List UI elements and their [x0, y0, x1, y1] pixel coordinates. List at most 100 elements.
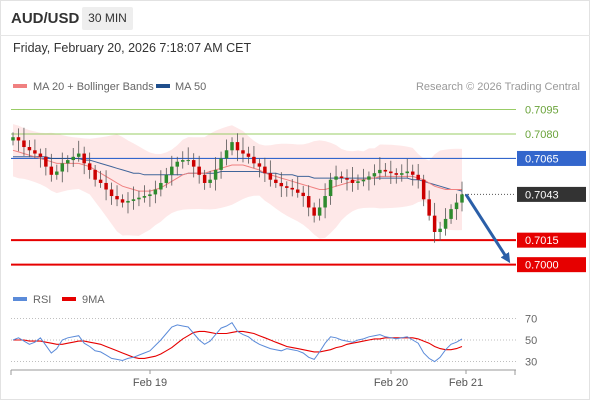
candle-body — [241, 150, 245, 154]
bollinger-band — [13, 124, 462, 239]
candle-body — [306, 196, 311, 208]
candle — [49, 153, 54, 182]
legend-swatch-ma20 — [13, 84, 27, 88]
legend-swatch-9ma — [62, 297, 76, 301]
candle-body — [356, 181, 360, 183]
level-badge-current — [517, 186, 586, 202]
candle — [449, 204, 453, 224]
candle — [317, 198, 322, 221]
candle-body — [38, 153, 43, 157]
x-tick-label: Feb 19 — [133, 377, 167, 389]
candle-body — [60, 163, 65, 172]
candle — [263, 157, 267, 182]
timeframe-button[interactable]: 30 MIN — [82, 7, 133, 30]
candle — [175, 156, 180, 176]
candle-body — [427, 199, 431, 216]
candle-body — [432, 215, 437, 232]
candle — [257, 158, 262, 178]
candle-body — [148, 194, 152, 197]
candle-body — [416, 174, 420, 180]
candle-body — [410, 171, 415, 175]
candle-body — [389, 171, 393, 174]
legend-label-9ma: 9MA — [82, 294, 105, 306]
candle-body — [312, 207, 316, 216]
ma20-line — [12, 149, 462, 192]
candle-body — [33, 150, 37, 154]
candle-body — [219, 158, 223, 170]
candle-body — [454, 202, 459, 210]
candle-body — [378, 169, 382, 174]
candle — [202, 169, 207, 190]
candle-body — [246, 153, 251, 157]
candle-body — [126, 200, 130, 203]
candle — [410, 164, 415, 186]
candle-body — [170, 166, 174, 175]
candle — [219, 151, 223, 179]
candle — [38, 148, 43, 168]
candle-body — [213, 169, 218, 180]
candle — [252, 146, 256, 169]
candle-body — [104, 182, 108, 190]
candle-body — [263, 166, 267, 174]
candle-body — [438, 228, 442, 232]
candle-body — [82, 153, 86, 164]
candle — [93, 164, 97, 187]
candle-body — [76, 153, 81, 157]
candle-body — [290, 187, 295, 190]
candle — [345, 169, 349, 191]
x-tick-label: Feb 20 — [374, 377, 408, 389]
legend-swatch-rsi — [13, 297, 27, 301]
candle — [339, 171, 344, 183]
candle — [241, 137, 245, 163]
candle — [356, 174, 360, 190]
chart-header: AUD/USD 30 MIN — [0, 0, 590, 36]
candle — [120, 194, 125, 208]
candle — [16, 128, 21, 152]
candle — [137, 190, 141, 207]
candle-body — [405, 171, 409, 174]
candle — [378, 157, 382, 181]
candle-body — [27, 147, 32, 151]
candle — [27, 140, 32, 158]
rsi-tick-label: 50 — [525, 335, 537, 347]
candle — [246, 146, 251, 164]
candle-body — [252, 156, 256, 164]
candle-body — [137, 197, 141, 200]
candle-body — [328, 179, 333, 197]
candle-body — [224, 150, 229, 159]
candle — [170, 155, 174, 186]
level-badge-support — [517, 257, 586, 273]
candle — [432, 202, 437, 243]
candle — [416, 164, 420, 189]
candle-body — [186, 160, 190, 162]
candle — [33, 139, 37, 159]
candle-body — [257, 163, 262, 167]
candle-body — [66, 160, 70, 164]
candle-body — [350, 179, 355, 183]
candle — [180, 151, 185, 169]
candle — [104, 170, 108, 201]
level-label-current: 0.7043 — [525, 189, 559, 201]
header-divider — [0, 35, 590, 36]
level-badge-pivot — [517, 150, 586, 166]
candle — [394, 168, 399, 184]
candle — [389, 160, 393, 184]
level-label-pivot: 0.7065 — [525, 153, 559, 165]
candle-body — [159, 182, 163, 190]
legend-label-ma20: MA 20 + Bollinger Bands — [33, 81, 154, 93]
forecast-arrow — [464, 193, 511, 264]
candle-body — [339, 176, 344, 179]
candle — [383, 163, 388, 177]
candle-body — [131, 199, 136, 201]
candle — [421, 174, 426, 207]
candle — [295, 176, 300, 198]
candle-body — [460, 194, 464, 203]
level-badge-support — [517, 232, 586, 248]
symbol-title: AUD/USD — [11, 10, 80, 27]
timestamp: Friday, February 20, 2026 7:18:07 AM CET — [13, 41, 252, 55]
candle-body — [421, 179, 426, 200]
candle — [159, 170, 163, 197]
candle — [306, 185, 311, 217]
rsi-9ma-line — [13, 330, 463, 359]
candle — [153, 180, 158, 204]
